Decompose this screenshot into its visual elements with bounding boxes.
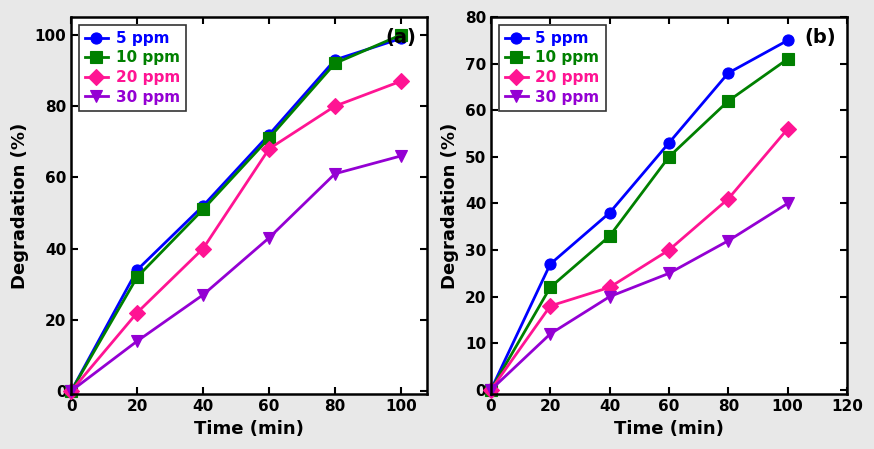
5 ppm — [66, 388, 77, 394]
30 ppm — [663, 271, 674, 276]
5 ppm — [329, 57, 340, 62]
5 ppm — [132, 267, 142, 273]
Y-axis label: Degradation (%): Degradation (%) — [441, 123, 459, 289]
30 ppm — [486, 387, 496, 392]
30 ppm — [264, 235, 274, 241]
10 ppm — [545, 285, 556, 290]
10 ppm — [66, 388, 77, 394]
30 ppm — [605, 294, 615, 299]
10 ppm — [486, 387, 496, 392]
5 ppm — [545, 261, 556, 267]
20 ppm — [605, 285, 615, 290]
20 ppm — [486, 387, 496, 392]
20 ppm — [663, 247, 674, 253]
Text: (a): (a) — [385, 28, 417, 48]
10 ppm — [605, 233, 615, 239]
5 ppm — [264, 132, 274, 137]
5 ppm — [486, 387, 496, 392]
30 ppm — [396, 153, 406, 158]
10 ppm — [663, 154, 674, 159]
20 ppm — [782, 126, 793, 132]
20 ppm — [329, 103, 340, 109]
10 ppm — [782, 56, 793, 62]
X-axis label: Time (min): Time (min) — [194, 420, 304, 438]
Legend: 5 ppm, 10 ppm, 20 ppm, 30 ppm: 5 ppm, 10 ppm, 20 ppm, 30 ppm — [79, 25, 186, 111]
10 ppm — [396, 32, 406, 38]
30 ppm — [132, 339, 142, 344]
20 ppm — [132, 310, 142, 315]
20 ppm — [723, 196, 733, 202]
20 ppm — [264, 146, 274, 151]
30 ppm — [329, 171, 340, 176]
5 ppm — [396, 36, 406, 41]
5 ppm — [723, 70, 733, 76]
20 ppm — [198, 246, 208, 251]
5 ppm — [782, 38, 793, 43]
30 ppm — [198, 292, 208, 298]
5 ppm — [605, 210, 615, 216]
10 ppm — [264, 136, 274, 141]
Line: 5 ppm: 5 ppm — [66, 33, 406, 396]
20 ppm — [66, 388, 77, 394]
20 ppm — [545, 303, 556, 308]
Text: (b): (b) — [805, 28, 836, 48]
Line: 30 ppm: 30 ppm — [485, 198, 794, 396]
10 ppm — [723, 98, 733, 104]
10 ppm — [329, 61, 340, 66]
30 ppm — [66, 388, 77, 394]
30 ppm — [723, 238, 733, 243]
30 ppm — [545, 331, 556, 337]
Y-axis label: Degradation (%): Degradation (%) — [11, 123, 29, 289]
10 ppm — [132, 274, 142, 280]
Line: 20 ppm: 20 ppm — [485, 123, 794, 396]
X-axis label: Time (min): Time (min) — [614, 420, 724, 438]
30 ppm — [782, 201, 793, 206]
Line: 10 ppm: 10 ppm — [66, 29, 406, 396]
5 ppm — [663, 140, 674, 145]
10 ppm — [198, 207, 208, 212]
Line: 5 ppm: 5 ppm — [485, 35, 794, 396]
5 ppm — [198, 203, 208, 208]
Line: 20 ppm: 20 ppm — [66, 75, 406, 396]
Legend: 5 ppm, 10 ppm, 20 ppm, 30 ppm: 5 ppm, 10 ppm, 20 ppm, 30 ppm — [498, 25, 606, 111]
Line: 30 ppm: 30 ppm — [66, 150, 406, 396]
20 ppm — [396, 79, 406, 84]
Line: 10 ppm: 10 ppm — [485, 53, 794, 396]
